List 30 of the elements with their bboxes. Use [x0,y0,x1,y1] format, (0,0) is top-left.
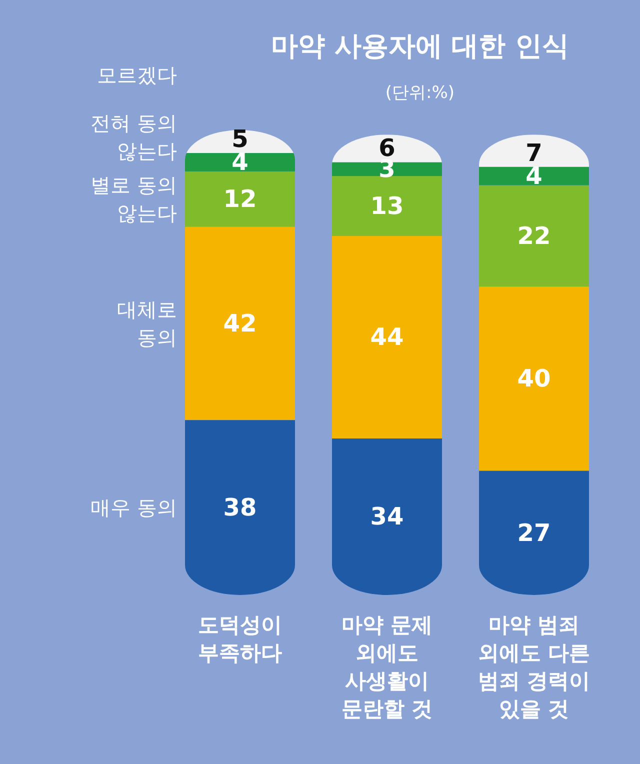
bar [185,420,295,595]
x-tick-label: 마약 범죄 외에도 다른 범죄 경력이 있을 것 [478,613,590,721]
bar [479,185,589,287]
series-label: 전혀 동의 않는다 [90,111,177,164]
data-label: 27 [517,518,551,547]
text: 모르겠다 [97,63,177,88]
chart-title: 마약 사용자에 대한 인식 [270,31,570,62]
bar [479,286,589,471]
bar [185,153,295,172]
data-label: 12 [223,185,257,214]
bar [332,438,442,595]
bar [479,470,589,595]
data-label: 34 [370,502,404,531]
series-label: 매우 동의 [90,496,177,520]
bar [185,226,295,420]
chart-subtitle: (단위:%) [385,83,455,103]
bar [332,176,442,236]
data-label: 40 [517,364,551,393]
data-label: 44 [370,323,404,352]
data-label: 13 [370,192,404,220]
series-label: 대체로 동의 [117,297,177,350]
bar [185,171,295,227]
data-label: 22 [517,222,551,250]
x-tick-label: 마약 문제 외에도 사생활이 문란할 것 [341,613,433,721]
bar [479,166,589,186]
series-label: 별로 동의 않는다 [90,173,177,226]
x-tick-label: 도덕성이 부족하다 [198,613,282,665]
bar [332,236,442,438]
data-label: 38 [223,494,257,522]
data-label: 42 [223,309,257,338]
